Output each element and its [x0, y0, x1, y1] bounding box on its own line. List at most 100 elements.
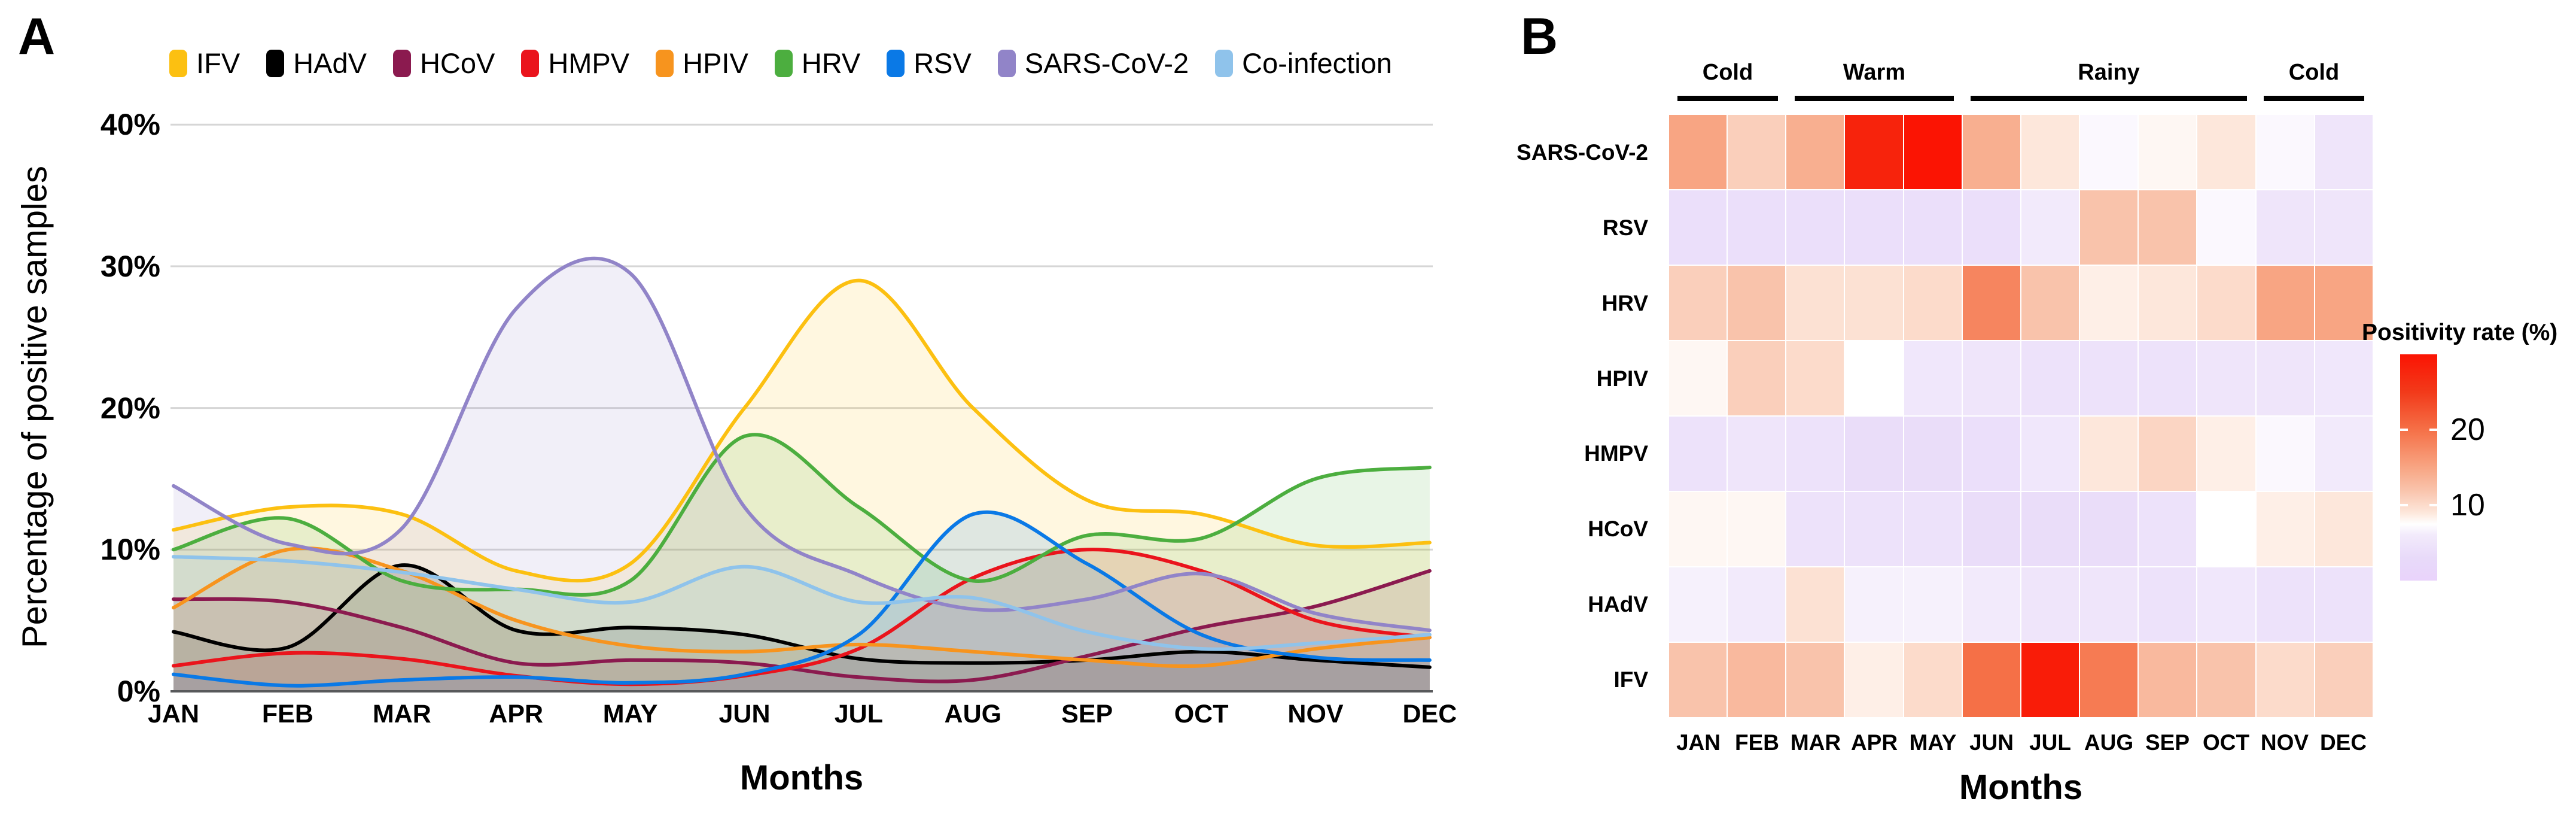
heatmap-cell-RSV-DEC — [2315, 190, 2373, 265]
heatmap-cell-IFV-NOV — [2256, 643, 2314, 717]
panel-b-label: B — [1521, 8, 1558, 65]
season-label-Rainy: Rainy — [2078, 60, 2140, 85]
month-label: MAR — [1790, 730, 1841, 755]
heatmap-cell-HMPV-OCT — [2197, 417, 2255, 491]
y-tick-label: 20% — [100, 391, 160, 425]
heatmap-cell-HMPV-JAN — [1669, 417, 1727, 491]
heatmap-cell-HRV-SEP — [2139, 266, 2197, 340]
heatmap-cell-HAdV-APR — [1845, 567, 1903, 642]
series-line-SARS-CoV-2 — [172, 256, 1432, 633]
heatmap-cell-HPIV-SEP — [2139, 341, 2197, 415]
heatmap-cell-HPIV-JUN — [1962, 341, 2020, 415]
heatmap-row-label-RSV: RSV — [1602, 215, 1648, 241]
heatmap-cell-RSV-MAY — [1904, 190, 1962, 265]
legend-label: HMPV — [548, 47, 630, 79]
heatmap-cell-HMPV-JUL — [2021, 417, 2079, 491]
heatmap-cell-HMPV-APR — [1845, 417, 1903, 491]
heatmap-cell-HAdV-AUG — [2080, 567, 2138, 642]
panel-b-x-axis-title: Months — [1959, 768, 2083, 807]
series-area-HRV — [173, 435, 1430, 691]
heatmap-cell-HPIV-FEB — [1728, 341, 1786, 415]
heatmap-cell-SARS-CoV-2-AUG — [2080, 115, 2138, 189]
heatmap-cell-HAdV-MAY — [1904, 567, 1962, 642]
panel-a-label: A — [18, 8, 56, 65]
heatmap-cell-SARS-CoV-2-NOV — [2256, 115, 2314, 189]
panel-a-month-labels: JAN FEB MAR APR MAY JUN JUL AUG SEP OCT NOV DEC — [148, 700, 1457, 731]
heatmap-cell-HRV-JAN — [1669, 266, 1727, 340]
series-line-HAdV — [172, 563, 1432, 669]
heatmap-cell-SARS-CoV-2-JAN — [1669, 115, 1727, 189]
colorbar: 20 10 — [2400, 354, 2574, 582]
month-label: MAY — [602, 700, 658, 728]
heatmap-cell-IFV-MAR — [1786, 643, 1844, 717]
legend-label: Co-infection — [1242, 47, 1392, 79]
legend-item-SARS-CoV-2: SARS-CoV-2 — [997, 47, 1189, 79]
heatmap-cell-HPIV-JUL — [2021, 341, 2079, 415]
colorbar-tick-mark — [2429, 504, 2437, 506]
heatmap-cell-HCoV-DEC — [2315, 492, 2373, 566]
heatmap-cell-RSV-OCT — [2197, 190, 2255, 265]
heatmap-cell-IFV-FEB — [1728, 643, 1786, 717]
panel-b-season-annotations: Cold Warm Rainy Cold — [1669, 55, 2373, 115]
heatmap-cell-RSV-JUL — [2021, 190, 2079, 265]
heatmap-cell-RSV-APR — [1845, 190, 1903, 265]
colorbar-tick-mark — [2429, 429, 2437, 431]
heatmap-cell-HAdV-DEC — [2315, 567, 2373, 642]
month-label: OCT — [1174, 700, 1229, 728]
heatmap-cell-IFV-APR — [1845, 643, 1903, 717]
heatmap-cell-HCoV-MAR — [1786, 492, 1844, 566]
season-label-Cold: Cold — [1702, 60, 1753, 85]
heatmap-cell-HRV-NOV — [2256, 266, 2314, 340]
y-tick-label: 40% — [100, 108, 160, 142]
heatmap-cell-HCoV-AUG — [2080, 492, 2138, 566]
heatmap-row-label-HAdV: HAdV — [1588, 591, 1648, 616]
heatmap-cell-HPIV-JAN — [1669, 341, 1727, 415]
month-label: MAR — [372, 700, 431, 728]
heatmap-cell-HMPV-AUG — [2080, 417, 2138, 491]
heatmap-cell-SARS-CoV-2-SEP — [2139, 115, 2197, 189]
heatmap-cell-HRV-JUN — [1962, 266, 2020, 340]
series-line-HCoV — [172, 569, 1432, 684]
heatmap-cell-HRV-AUG — [2080, 266, 2138, 340]
y-tick-label: 30% — [100, 249, 160, 283]
heatmap-cell-HCoV-JAN — [1669, 492, 1727, 566]
heatmap-cell-IFV-JUN — [1962, 643, 2020, 717]
heatmap-cell-HMPV-JUN — [1962, 417, 2020, 491]
heatmap-cell-HPIV-DEC — [2315, 341, 2373, 415]
legend-item-HRV: HRV — [774, 49, 860, 77]
panel-b-row-labels: SARS-CoV-2 RSV HRV HPIV HMPV HCoV HAdV IFV — [1499, 115, 1659, 717]
legend-label: IFV — [196, 47, 240, 79]
month-label: OCT — [2202, 730, 2250, 755]
heatmap-cell-HMPV-MAR — [1786, 417, 1844, 491]
season-bar — [1971, 96, 2247, 101]
heatmap-cell-IFV-SEP — [2139, 643, 2197, 717]
colorbar-tick-mark — [2400, 429, 2408, 431]
month-label: JUL — [834, 700, 883, 728]
month-label: JAN — [1676, 730, 1721, 755]
season-label-Cold: Cold — [2288, 60, 2340, 85]
heatmap-cell-HPIV-NOV — [2256, 341, 2314, 415]
legend-item-HCoV: HCoV — [392, 49, 495, 77]
heatmap-cell-HMPV-NOV — [2256, 417, 2314, 491]
legend-swatch — [774, 49, 793, 77]
heatmap-cell-SARS-CoV-2-FEB — [1728, 115, 1786, 189]
heatmap-cell-HRV-APR — [1845, 266, 1903, 340]
heatmap-cell-RSV-JAN — [1669, 190, 1727, 265]
y-tick-label: 0% — [117, 675, 160, 708]
season-bar — [2264, 96, 2364, 101]
month-label: NOV — [2260, 730, 2309, 755]
heatmap-cell-HAdV-JUL — [2021, 567, 2079, 642]
season-bar — [1795, 96, 1954, 101]
heatmap-cell-SARS-CoV-2-MAR — [1786, 115, 1844, 189]
heatmap-cell-HMPV-SEP — [2139, 417, 2197, 491]
month-label: FEB — [261, 700, 313, 728]
legend-item-RSV: RSV — [887, 49, 972, 77]
series-line-HPIV — [172, 546, 1432, 669]
heatmap-cell-HPIV-AUG — [2080, 341, 2138, 415]
month-label: JUN — [1969, 730, 2014, 755]
legend-label: SARS-CoV-2 — [1024, 47, 1189, 79]
heatmap-cell-HCoV-FEB — [1728, 492, 1786, 566]
heatmap-cell-HAdV-JUN — [1962, 567, 2020, 642]
heatmap-cell-HAdV-MAR — [1786, 567, 1844, 642]
